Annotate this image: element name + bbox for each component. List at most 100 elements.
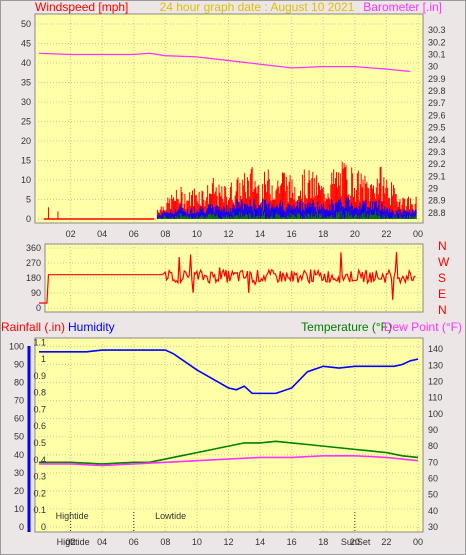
baro-tick-label: 28.9 <box>428 196 446 206</box>
temp-tick-label: 60 <box>428 473 438 483</box>
baro-tick-label: 28.8 <box>428 208 446 218</box>
wind-tick-label: 20 <box>21 136 31 146</box>
humidity-tick-label: 90 <box>14 359 24 369</box>
baro-tick-label: 29.8 <box>428 86 446 96</box>
x-tick-label: 22 <box>381 229 391 239</box>
humidity-tick-label: 50 <box>14 432 24 442</box>
x-tick-label: 12 <box>223 537 233 547</box>
annotation-axis-label: SunSet <box>341 537 371 547</box>
wind-tick-label: 30 <box>21 97 31 107</box>
x-tick-label: 04 <box>97 229 107 239</box>
rain-tick-label: 0.8 <box>33 388 46 398</box>
dewpoint-axis-label: Dew Point (°F) <box>384 320 462 334</box>
top-x-axis: 02 04 06 08 10 12 14 16 18 20 22 00 <box>66 229 423 239</box>
x-tick-label: 02 <box>66 537 76 547</box>
direction-tick-label: 90 <box>31 288 41 298</box>
rain-tick-label: 0.2 <box>33 488 46 498</box>
wind-series <box>43 161 417 220</box>
direction-tick-label: 180 <box>26 273 41 283</box>
annotation-label: Lowtide <box>155 511 186 521</box>
temperature-axis-label: Temperature (°F) <box>301 320 392 334</box>
direction-tick-label: 360 <box>26 243 41 253</box>
top-right-axis: 28.8 28.9 29 29.1 29.2 29.3 29.4 29.5 29.6 29.7 29… <box>428 25 446 218</box>
baro-tick-label: 30 <box>428 62 438 72</box>
x-tick-label: 18 <box>318 537 328 547</box>
compass-label-n: N <box>438 303 447 317</box>
x-tick-label: 14 <box>255 537 265 547</box>
rain-tick-label: 0.7 <box>33 404 46 414</box>
temp-tick-label: 130 <box>428 360 443 370</box>
compass-label-e: E <box>438 287 446 301</box>
rain-tick-label: 0.1 <box>33 505 46 515</box>
x-tick-label: 00 <box>413 229 423 239</box>
wind-tick-label: 40 <box>21 58 31 68</box>
humidity-tick-label: 20 <box>14 486 24 496</box>
top-left-axis: 0 5 10 15 20 25 30 35 40 45 50 <box>21 19 31 224</box>
windspeed-axis-label: Windspeed [mph] <box>35 0 128 14</box>
x-tick-label: 08 <box>160 229 170 239</box>
x-tick-label: 04 <box>97 537 107 547</box>
temp-tick-label: 100 <box>428 409 443 419</box>
dewpoint-line <box>39 455 419 467</box>
x-tick-label: 16 <box>287 229 297 239</box>
rain-tick-label: 0.6 <box>33 421 46 431</box>
barometer-axis-label: Barometer [.in] <box>363 0 442 14</box>
wind-tick-label: 50 <box>21 19 31 29</box>
baro-tick-label: 29.6 <box>428 110 446 120</box>
tide-annotations: Hightide Lowtide Hightide SunSet <box>56 511 371 547</box>
rain-tick-label: 0.3 <box>33 472 46 482</box>
annotation-label: Hightide <box>56 511 89 521</box>
temperature-line <box>39 440 419 465</box>
rain-tick-label: 0.4 <box>33 455 46 465</box>
x-tick-label: 20 <box>350 229 360 239</box>
humidity-axis-label: Humidity <box>68 320 115 334</box>
temp-tick-label: 70 <box>428 457 438 467</box>
humidity-line <box>39 349 419 395</box>
humidity-tick-label: 100 <box>9 341 24 351</box>
baro-tick-label: 29.4 <box>428 135 446 145</box>
baro-tick-label: 29.5 <box>428 123 446 133</box>
temp-tick-label: 110 <box>428 393 442 403</box>
bottom-panel-grid <box>35 338 423 532</box>
x-tick-label: 16 <box>287 537 297 547</box>
temp-tick-label: 40 <box>428 506 438 516</box>
humidity-tick-label: 10 <box>14 504 24 514</box>
barometer-line <box>38 52 411 73</box>
wind-direction-line <box>39 252 416 304</box>
baro-tick-label: 30.2 <box>428 37 446 47</box>
baro-tick-label: 29.7 <box>428 98 446 108</box>
direction-left-axis: 0 90 180 270 360 <box>26 243 41 313</box>
compass-label-n: N <box>438 239 447 253</box>
direction-tick-label: 0 <box>36 303 41 313</box>
x-tick-label: 22 <box>381 537 391 547</box>
baro-tick-label: 29.2 <box>428 159 446 169</box>
rain-tick-label: 0 <box>41 522 46 532</box>
compass-label-w: W <box>438 255 450 269</box>
x-tick-label: 10 <box>192 229 202 239</box>
annotation-axis-label: Hightide <box>57 537 90 547</box>
temp-tick-label: 120 <box>428 376 443 386</box>
wind-tick-label: 15 <box>21 156 31 166</box>
wind-tick-label: 5 <box>26 195 31 205</box>
wind-tick-label: 35 <box>21 78 31 88</box>
x-tick-label: 08 <box>160 537 170 547</box>
bottom-x-axis: 02 04 06 08 10 12 14 16 18 20 22 00 <box>66 537 423 547</box>
x-tick-label: 10 <box>192 537 202 547</box>
humidity-tick-label: 70 <box>14 396 24 406</box>
baro-tick-label: 29.1 <box>428 171 446 181</box>
bottom-right-axis: 30 40 50 60 70 80 90 100 110 120 130 140 <box>428 344 443 532</box>
x-tick-label: 06 <box>129 229 139 239</box>
humidity-tick-label: 40 <box>14 450 24 460</box>
temp-tick-label: 140 <box>428 344 443 354</box>
humidity-tick-label: 60 <box>14 414 24 424</box>
compass-label-s: S <box>438 271 446 285</box>
temp-tick-label: 80 <box>428 441 438 451</box>
bottom-left-axis: 0 10 20 30 40 50 60 70 80 90 100 0 0.1 0.2 0.3 0.4 0.5 0.… <box>9 337 46 532</box>
baro-tick-label: 29.9 <box>428 74 446 84</box>
chart-title: 24 hour graph date : August 10 2021 <box>160 0 355 14</box>
rain-tick-label: 1.1 <box>33 337 46 347</box>
x-tick-label: 14 <box>255 229 265 239</box>
baro-tick-label: 29.3 <box>428 147 446 157</box>
